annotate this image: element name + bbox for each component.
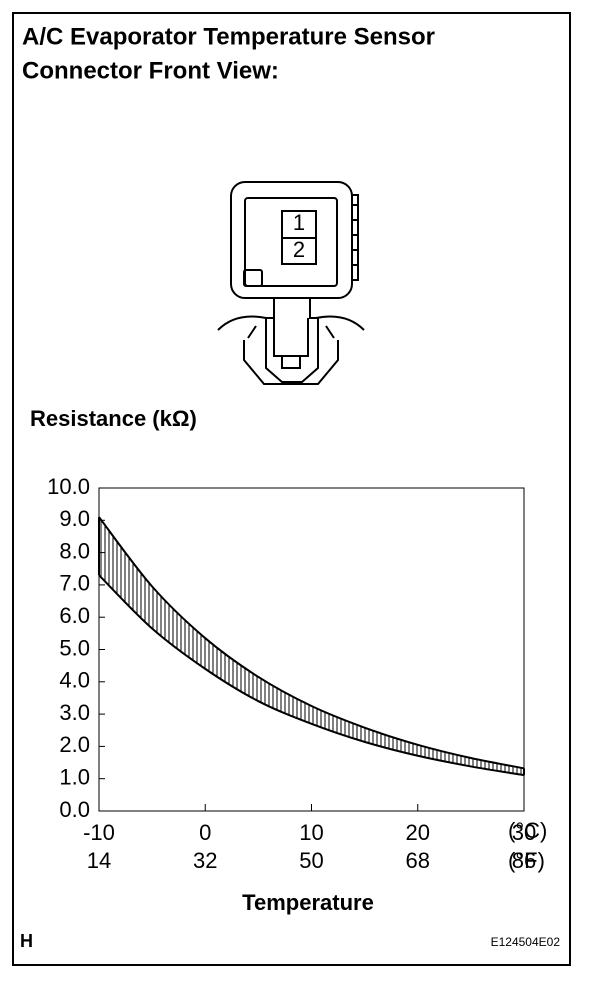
x-tick-label-f: 50 [299, 848, 323, 873]
y-tick-label: 9.0 [59, 506, 90, 531]
x-tick-label: 0 [199, 820, 211, 845]
y-tick-label: 10.0 [47, 474, 90, 499]
figure-code: E124504E02 [491, 935, 561, 949]
y-tick-label: 7.0 [59, 571, 90, 596]
y-tick-label: 4.0 [59, 668, 90, 693]
x-tick-label-f: 32 [193, 848, 217, 873]
y-tick-label: 0.0 [59, 797, 90, 822]
x-tick-label: 30 [512, 820, 536, 845]
connector-drawing [217, 181, 365, 385]
y-tick-label: 1.0 [59, 765, 90, 790]
x-unit-label: (°F) [508, 848, 545, 873]
footer-left: H [20, 931, 33, 951]
x-tick-label: 10 [299, 820, 323, 845]
pin-label: 1 [293, 210, 305, 235]
plot-frame [98, 487, 525, 812]
x-tick-label: 20 [406, 820, 430, 845]
frame [12, 12, 571, 966]
x-axis-label: Temperature [242, 890, 374, 915]
x-tick-label: -10 [83, 820, 115, 845]
y-tick-label: 5.0 [59, 635, 90, 660]
x-unit-label: (°C) [508, 818, 547, 843]
y-tick-label: 2.0 [59, 732, 90, 757]
title-line: Connector Front View: [22, 57, 279, 84]
resistance-curve [98, 574, 525, 777]
tolerance-band [99, 517, 524, 776]
chart-title: Resistance (kΩ) [30, 406, 197, 431]
x-tick-label-f: 68 [406, 848, 430, 873]
y-tick-label: 6.0 [59, 603, 90, 628]
pin-label: 2 [293, 237, 305, 262]
x-tick-label-f: 86 [512, 848, 536, 873]
y-tick-label: 8.0 [59, 538, 90, 563]
x-tick-label-f: 14 [87, 848, 111, 873]
title-line: A/C Evaporator Temperature Sensor [22, 23, 435, 50]
resistance-curve [98, 516, 525, 770]
y-tick-label: 3.0 [59, 700, 90, 725]
